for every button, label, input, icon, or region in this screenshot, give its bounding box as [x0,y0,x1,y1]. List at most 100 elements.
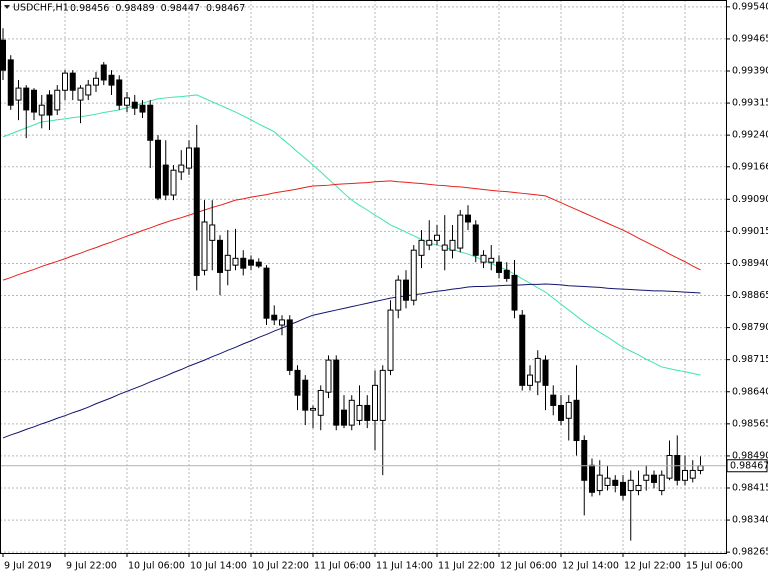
candle-body [232,257,239,266]
candle-body [100,64,107,81]
candle-body [108,74,115,86]
candle-body [186,147,192,169]
candle-body [666,454,673,479]
y-tick-label: 0.98490 [732,450,768,461]
candle-body [23,87,30,111]
candle-body [139,104,146,113]
candle-body [550,394,557,406]
x-tick-label: 11 Jul 14:00 [376,561,433,572]
candle-body [395,279,402,311]
candle-body [348,399,355,426]
candle-body [596,474,603,492]
candle-body [581,440,588,481]
candle-body [457,214,464,249]
candle-body [286,319,293,371]
plot-frame [0,0,727,554]
candle-body [410,249,417,301]
candle-body [441,244,448,251]
candle-body [480,254,487,263]
header-close: 0.98467 [206,3,245,14]
moving-average [2,94,701,376]
candle-body [248,259,254,266]
candle-body [503,269,510,279]
candle-body [310,407,316,411]
candle-body [558,404,564,421]
plot-area [0,0,726,553]
candle-body [77,87,84,101]
candle-body [488,257,495,263]
candle-body [93,77,99,86]
y-tick-label: 0.99390 [732,65,768,76]
candle-body [426,239,433,246]
candle-body [224,254,231,271]
candle-body [54,89,61,111]
candle-body [612,479,619,486]
candle-body [472,224,479,256]
y-tick-label: 0.98340 [732,515,768,526]
candle-body [46,94,53,116]
candle-body [534,357,541,383]
y-tick-label: 0.98715 [732,354,768,365]
symbol-title: USDCHF,H1 [13,3,69,14]
candle-body [85,84,92,96]
candle-body [209,224,216,241]
candle-body [170,169,177,196]
x-tick-label: 11 Jul 22:00 [438,561,495,572]
candle-body [643,474,650,481]
candle-body [449,239,456,251]
candle-body [162,164,169,196]
candle-body [317,389,324,416]
candle-body [697,465,704,471]
header-low: 0.98447 [161,3,200,14]
candle-body [682,469,688,481]
y-tick-label: 0.98565 [732,418,768,429]
candle-body [333,359,340,426]
x-tick-label: 12 Jul 14:00 [562,561,619,572]
candle-body [217,239,223,273]
candle-body [302,379,309,411]
y-tick-label: 0.99240 [732,130,768,141]
x-tick-label: 15 Jul 06:00 [686,561,743,572]
candle-body [271,314,278,321]
candle-body [379,369,386,421]
candle-body [0,39,6,71]
candle-body [7,59,14,106]
y-tick-label: 0.98640 [732,386,768,397]
candle-body [403,279,409,301]
candle-body [434,234,440,241]
header: USDCHF,H1 0.98456 0.98489 0.98447 0.9846… [4,3,245,14]
moving-average [2,283,701,439]
x-tick-label: 12 Jul 06:00 [500,561,557,572]
candle-body [255,261,262,267]
candle-body [147,104,154,141]
candle-body [341,409,347,426]
candle-body [31,89,37,113]
candle-body [372,384,378,421]
header-ohlc: 0.98456 0.98489 0.98447 0.98467 [70,3,245,14]
candle-body [294,369,301,396]
y-tick-label: 0.99015 [732,226,768,237]
y-tick-label: 0.99465 [732,33,768,44]
y-tick-label: 0.99540 [732,1,768,12]
candle-body [527,374,533,386]
y-tick-label: 0.98265 [732,547,768,558]
x-tick-label: 12 Jul 22:00 [624,561,681,572]
candle-body [511,274,518,311]
candle-body [38,104,45,116]
x-tick-label: 10 Jul 14:00 [190,561,247,572]
candle-body [573,399,580,442]
candle-body [279,319,285,326]
header-icon [4,5,10,9]
candle-body [116,79,123,106]
candle-body [325,359,332,393]
price-label-box [726,459,768,473]
moving-average [2,180,701,281]
header-high: 0.98489 [115,3,154,14]
y-tick-label: 0.99090 [732,194,768,205]
candle-body [519,314,526,386]
candle-body [193,147,200,276]
candle-body [69,72,76,91]
x-tick-label: 10 Jul 22:00 [252,561,309,572]
